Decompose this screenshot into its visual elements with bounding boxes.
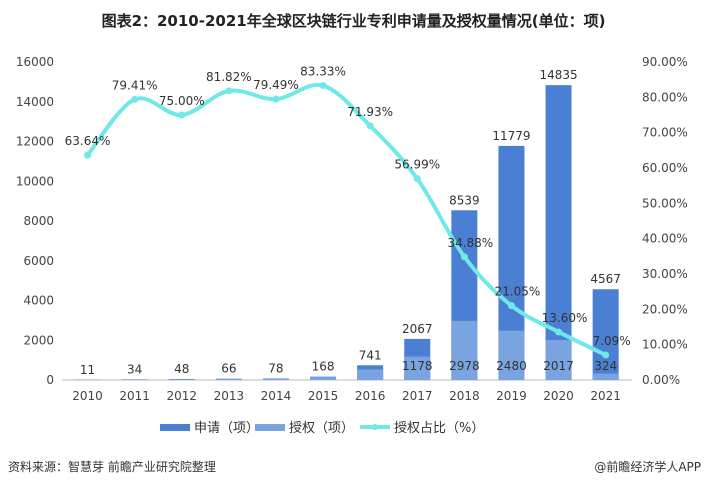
ratio-point [507,302,515,310]
ratio-value-label: 83.33% [300,65,346,79]
grant-bar [498,330,525,380]
left-tick-label: 16000 [16,55,54,69]
legend-swatch [160,424,190,431]
ratio-point [460,253,468,261]
legend-swatch [255,424,285,431]
legend-label: 授权占比（%） [394,420,484,436]
application-value-label: 741 [359,348,382,362]
ratio-value-label: 56.99% [394,158,440,172]
grant-bar [262,378,289,380]
right-tick-label: 30.00% [642,267,688,281]
right-tick-label: 40.00% [642,232,688,246]
right-tick-label: 20.00% [642,302,688,316]
application-value-label: 4567 [590,272,621,286]
grant-value-label: 2017 [543,359,574,373]
grant-bar [404,356,431,380]
ratio-value-label: 79.41% [112,78,158,92]
grant-bar [215,378,242,380]
left-tick-label: 6000 [23,254,54,268]
application-value-label: 8539 [449,193,480,207]
ratio-value-label: 13.60% [542,311,588,325]
ratio-point [319,82,327,90]
right-tick-label: 80.00% [642,90,688,104]
x-tick-label: 2016 [355,389,386,403]
ratio-value-label: 63.64% [65,134,111,148]
grant-bar [545,339,572,380]
right-tick-label: 50.00% [642,196,688,210]
ratio-point [602,351,610,359]
ratio-line [85,82,607,357]
ratio-point [131,95,139,103]
x-tick-label: 2011 [119,389,150,403]
grant-value-label: 1178 [402,359,433,373]
right-tick-label: 10.00% [642,338,688,352]
application-value-label: 11 [80,363,95,377]
ratio-value-label: 7.09% [593,334,631,348]
ratio-point [555,328,563,336]
brand-credit: @前瞻经济学人APP [594,460,701,474]
grant-value-label: 2978 [449,359,480,373]
chart-title: 图表2：2010-2021年全球区块链行业专利申请量及授权量情况(单位：项) [101,12,606,30]
grant-bar [310,377,337,380]
left-tick-label: 14000 [16,95,54,109]
x-tick-label: 2018 [449,389,480,403]
application-value-label: 2067 [402,322,433,336]
source-note: 资料来源：智慧芽 前瞻产业研究院整理 [8,460,216,474]
ratio-value-label: 75.00% [159,94,205,108]
right-tick-label: 0.00% [642,373,680,387]
left-tick-label: 2000 [23,333,54,347]
left-tick-label: 4000 [23,294,54,308]
application-bar [592,289,619,380]
x-tick-label: 2013 [214,389,245,403]
x-tick-label: 2010 [72,389,103,403]
grant-bar [357,369,384,380]
application-value-label: 48 [174,362,189,376]
ratio-point [413,175,421,183]
ratio-value-label: 71.93% [347,105,393,119]
x-tick-label: 2015 [308,389,339,403]
legend-marker [372,424,378,430]
ratio-value-label: 81.82% [206,70,252,84]
ratio-value-label: 21.05% [495,285,541,299]
grant-bar [168,379,195,380]
application-value-label: 168 [312,360,335,374]
legend-label: 授权（项） [289,420,354,436]
grant-value-label: 2480 [496,359,527,373]
application-value-label: 78 [268,361,283,375]
x-tick-label: 2012 [166,389,197,403]
grant-value-label: 324 [594,359,617,373]
left-tick-label: 10000 [16,174,54,188]
x-tick-label: 2014 [261,389,292,403]
application-value-label: 66 [221,362,236,376]
ratio-point [272,95,280,103]
x-tick-label: 2020 [543,389,574,403]
left-tick-label: 12000 [16,135,54,149]
application-value-label: 14835 [539,68,577,82]
legend-label: 申请（项） [194,421,259,436]
application-value-label: 11779 [492,129,530,143]
application-value-label: 34 [127,362,142,376]
grant-bar [592,373,619,380]
left-tick-label: 0 [46,373,54,387]
ratio-point [84,151,92,159]
ratio-point [225,87,233,95]
ratio-value-label: 34.88% [447,236,493,250]
ratio-point [366,122,374,130]
grant-bar [451,320,478,380]
ratio-value-label: 79.49% [253,78,299,92]
left-tick-label: 8000 [23,214,54,228]
right-tick-label: 90.00% [642,55,688,69]
grant-bar [121,379,148,380]
right-tick-label: 70.00% [642,126,688,140]
x-tick-label: 2017 [402,389,433,403]
x-tick-label: 2021 [590,389,621,403]
x-tick-label: 2019 [496,389,527,403]
ratio-point [178,111,186,119]
right-tick-label: 60.00% [642,161,688,175]
